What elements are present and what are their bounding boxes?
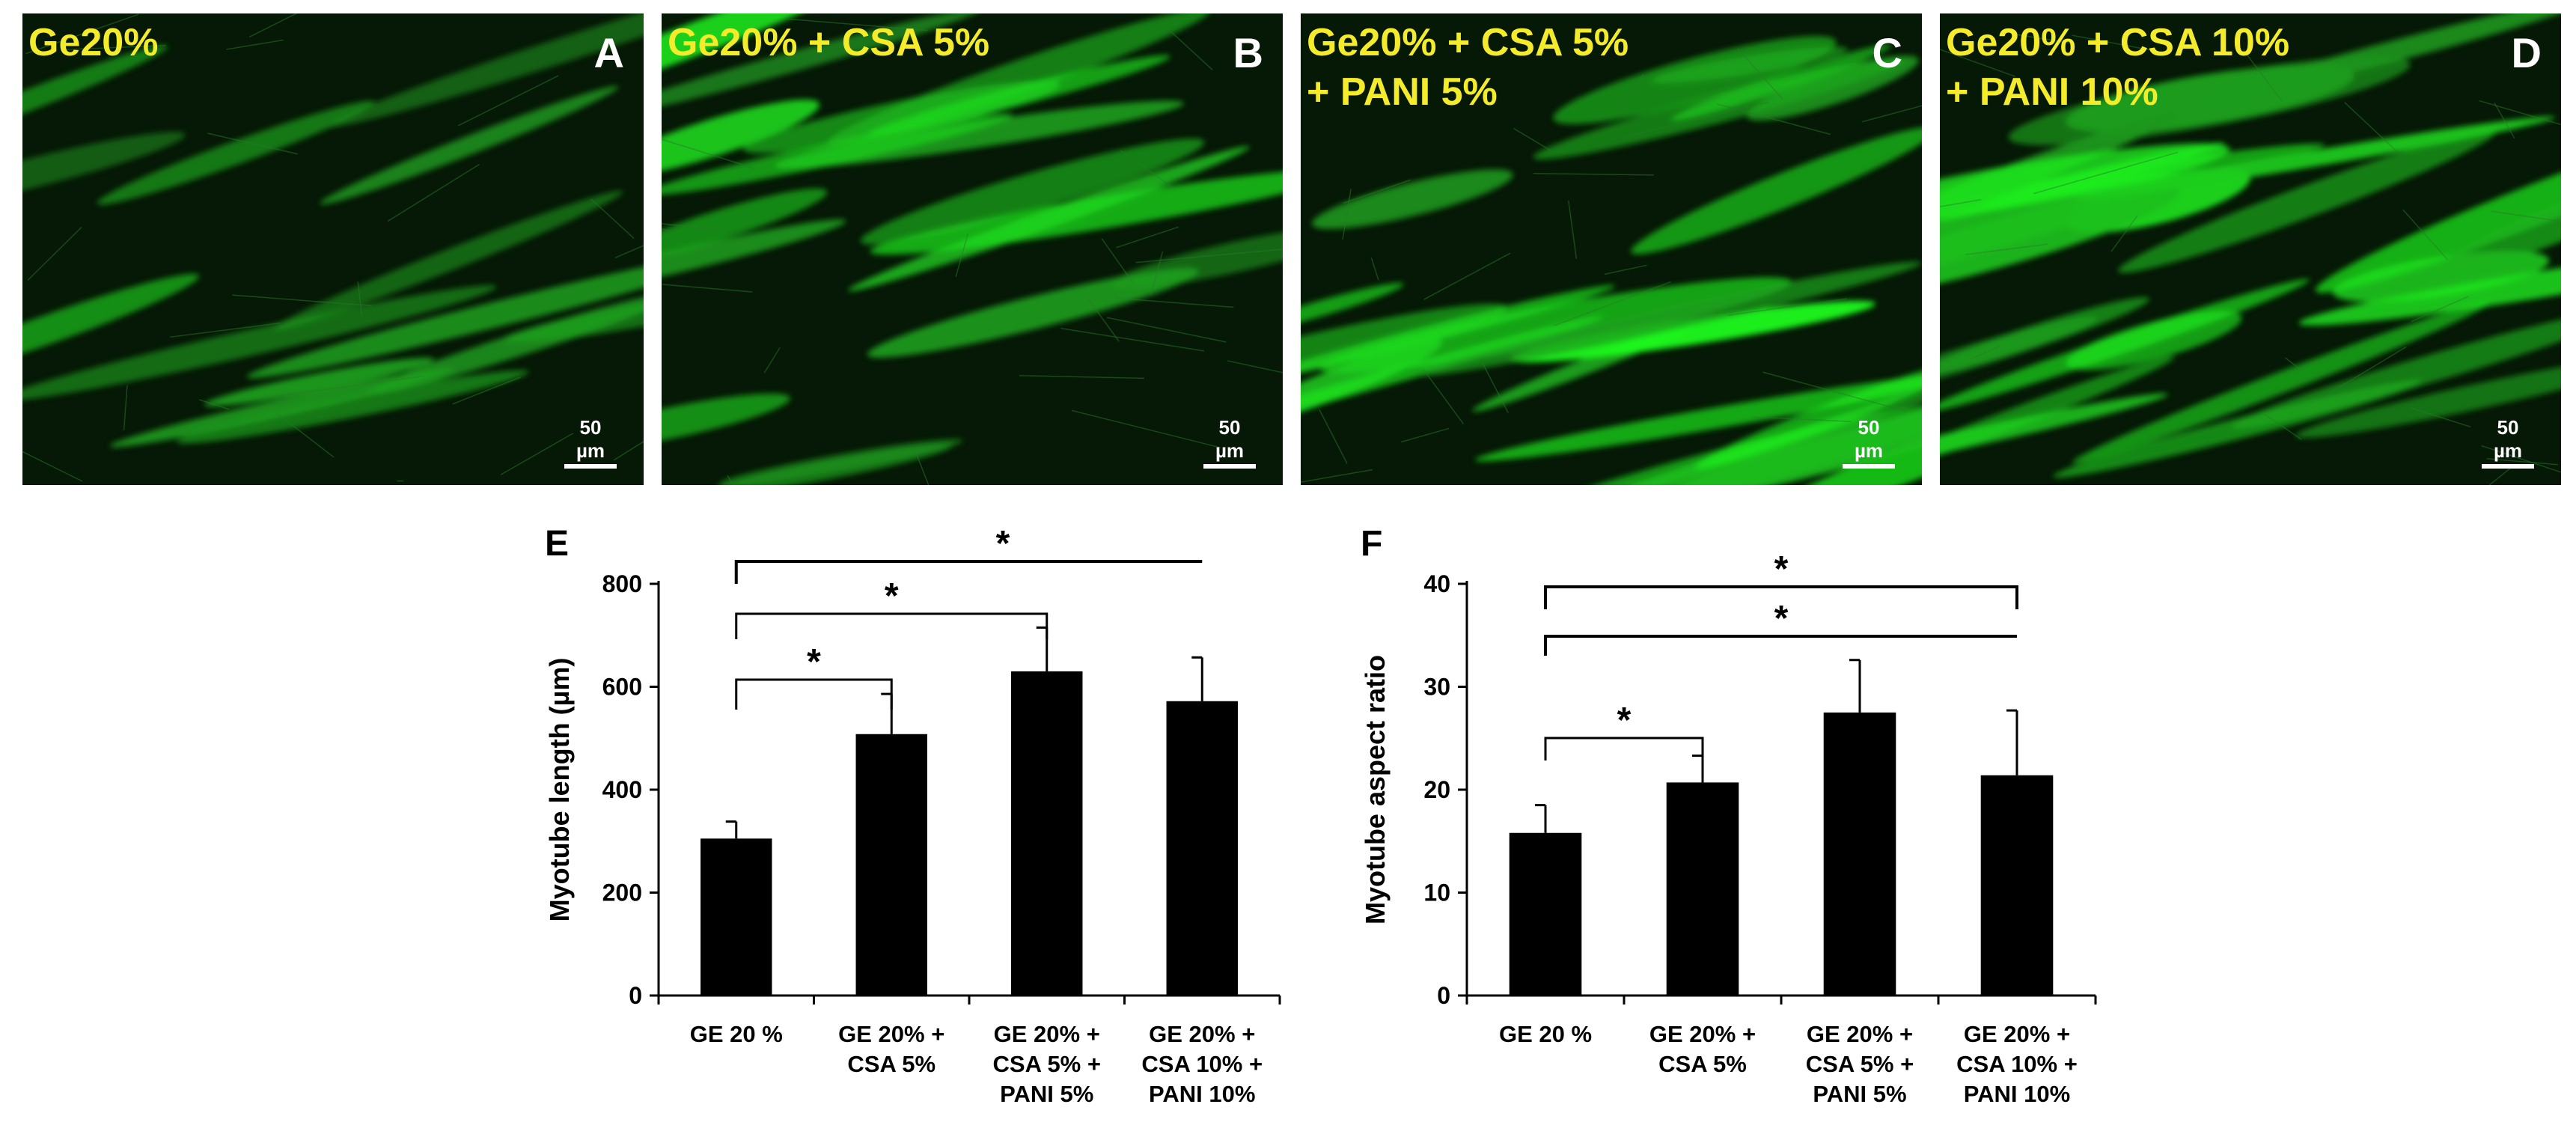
y-tick-label: 30 — [1423, 674, 1450, 701]
x-tick-label: PANI 5% — [1813, 1081, 1906, 1107]
x-tick-label: CSA 5% + — [993, 1051, 1101, 1077]
scale-bar: 50 µm — [2482, 416, 2534, 469]
panel-letter: E — [545, 524, 569, 564]
bar — [855, 734, 927, 996]
y-tick-label: 600 — [602, 674, 642, 701]
scale-bar-label: 50 µm — [576, 416, 605, 462]
chart-f-plot: 0 10 20 30 40 Myotube aspect ratio GE 20 % GE 2… — [1360, 524, 2097, 1107]
scale-bar: 50 µm — [564, 416, 617, 469]
x-tick-label: GE 20% + — [1807, 1021, 1913, 1047]
y-tick-label: 0 — [1437, 982, 1450, 1009]
y-tick-label: 40 — [1423, 570, 1450, 597]
x-tick-label: GE 20% + — [1149, 1021, 1255, 1047]
significance-bracket — [1544, 585, 2018, 609]
x-tick-label: GE 20% + — [1964, 1021, 2070, 1047]
y-tick-label: 400 — [602, 776, 642, 803]
chart-e-plot: 0 200 400 600 800 Myotube length (µm) GE 20 % G… — [544, 524, 1281, 1107]
y-axis-label: Myotube length (µm) — [544, 658, 575, 922]
panel-letter: C — [1872, 29, 1902, 76]
x-tick-label: CSA 5% — [847, 1051, 936, 1077]
panel-letter: A — [593, 29, 624, 76]
significance-bracket — [735, 678, 893, 710]
significance-star: * — [1617, 701, 1632, 740]
scale-bar-line — [564, 464, 617, 469]
chart-e: 0 200 400 600 800 Myotube length (µm) GE 20 % G… — [524, 516, 1332, 1123]
y-axis-label: Myotube aspect ratio — [1360, 655, 1391, 924]
y-tick-label: 200 — [602, 880, 642, 906]
condition-label: Ge20% — [28, 21, 159, 64]
bar — [1011, 671, 1083, 996]
micrograph-image — [1301, 13, 1922, 485]
y-tick-label: 10 — [1423, 880, 1450, 906]
scale-bar-line — [2482, 464, 2534, 469]
y-tick-label: 20 — [1423, 776, 1450, 803]
significance-bracket — [734, 560, 1203, 584]
x-tick-label: CSA 5% + — [1806, 1051, 1914, 1077]
significance-bracket — [1544, 635, 2017, 656]
chart-f: 0 10 20 30 40 Myotube aspect ratio GE 20 % GE 2… — [1340, 516, 2163, 1123]
bar — [701, 838, 772, 996]
x-tick-label: GE 20% + — [838, 1021, 944, 1047]
significance-bracket — [735, 612, 1049, 639]
micrograph-image — [22, 13, 644, 485]
x-tick-label: CSA 10% + — [1141, 1051, 1263, 1077]
bar — [1166, 701, 1238, 996]
scale-bar-label: 50 µm — [1854, 416, 1884, 462]
significance-star: * — [885, 576, 899, 616]
condition-label: Ge20% + CSA 5% + PANI 5% — [1307, 21, 1629, 114]
significance-star: * — [996, 524, 1010, 564]
x-tick-label: GE 20% + — [994, 1021, 1100, 1047]
micrograph-panel-c: Ge20% + CSA 5% + PANI 5% C 50 µm — [1301, 13, 1922, 485]
micrograph-panel-d: Ge20% + CSA 10% + PANI 10% D 50 µm — [1940, 13, 2561, 485]
panel-letter: D — [2511, 29, 2542, 76]
x-tick-label: GE 20 % — [1499, 1021, 1592, 1047]
significance-star: * — [1774, 599, 1789, 638]
significance-star: * — [807, 642, 821, 682]
scale-bar-line — [1203, 464, 1256, 469]
x-tick-label: GE 20% + — [1649, 1021, 1756, 1047]
bar — [1666, 782, 1739, 996]
x-tick-label: PANI 5% — [1000, 1081, 1093, 1107]
condition-label: Ge20% + CSA 5% — [668, 21, 990, 64]
bar — [1980, 775, 2054, 996]
y-tick-label: 800 — [602, 570, 642, 597]
x-tick-label: CSA 10% + — [1956, 1051, 2078, 1077]
scale-bar-label: 50 µm — [1215, 416, 1245, 462]
y-tick-label: 0 — [629, 982, 642, 1009]
micrograph-image — [1940, 13, 2561, 485]
scale-bar: 50 µm — [1843, 416, 1895, 469]
x-tick-label: CSA 5% — [1658, 1051, 1747, 1077]
micrograph-panel-b: Ge20% + CSA 5% B 50 µm — [662, 13, 1283, 485]
bar — [1823, 712, 1896, 996]
significance-star: * — [1774, 549, 1789, 589]
panel-letter: B — [1233, 29, 1263, 76]
micrograph-panel-a: Ge20% A 50 µm — [22, 13, 644, 485]
bar — [1509, 832, 1582, 996]
scale-bar-label: 50 µm — [2493, 416, 2523, 462]
x-tick-label: PANI 10% — [1149, 1081, 1255, 1107]
panel-letter: F — [1361, 524, 1382, 564]
condition-label: Ge20% + CSA 10% + PANI 10% — [1946, 21, 2290, 114]
x-tick-label: GE 20 % — [690, 1021, 783, 1047]
significance-bracket — [1544, 737, 1704, 760]
scale-bar-line — [1843, 464, 1895, 469]
x-tick-label: PANI 10% — [1964, 1081, 2070, 1107]
scale-bar: 50 µm — [1203, 416, 1256, 469]
micrograph-image — [662, 13, 1283, 485]
